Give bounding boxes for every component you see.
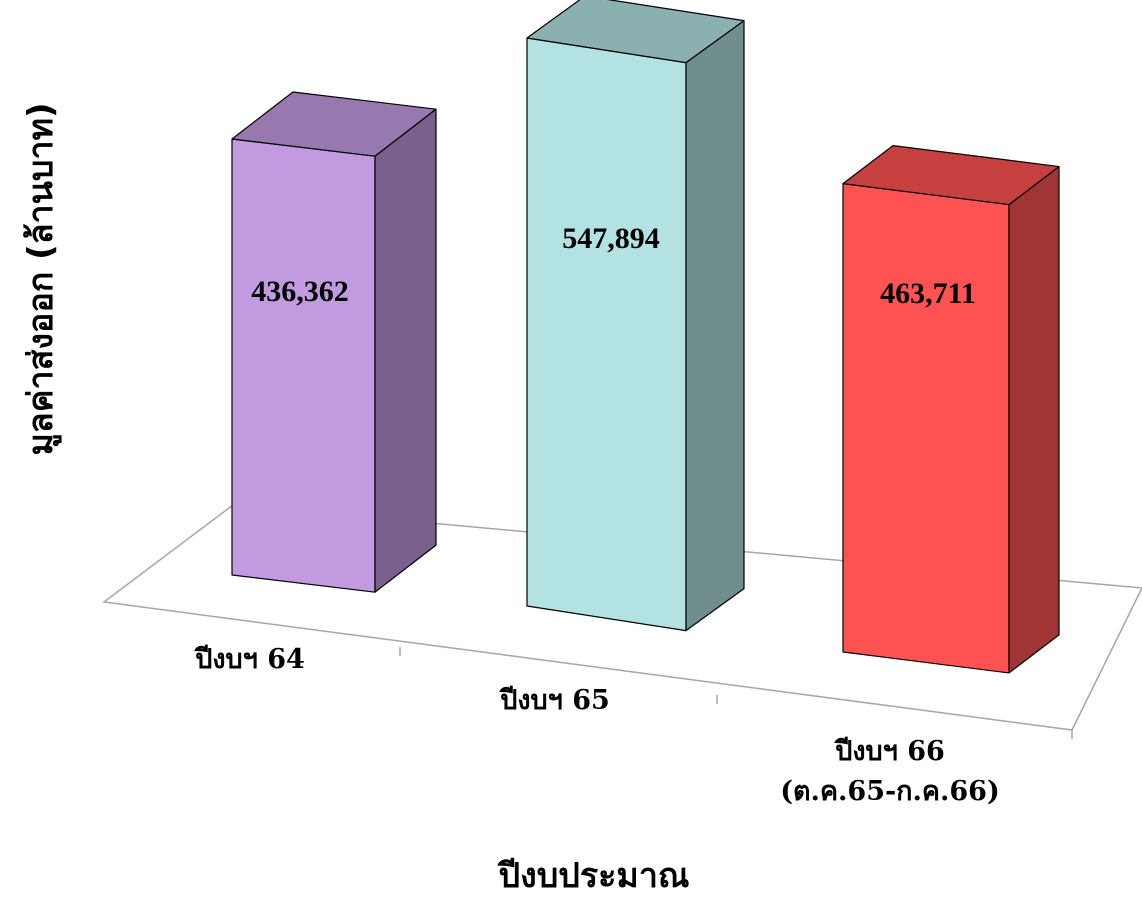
x-tick-label: (ต.ค.65-ก.ค.66) — [780, 776, 1000, 807]
y-axis-title: มูลค่าส่งออก (ล้านบาท) — [21, 102, 62, 455]
data-label: 436,362 — [251, 275, 349, 308]
data-label: 463,711 — [880, 277, 976, 310]
bar-side — [374, 108, 437, 593]
bar-top — [231, 91, 437, 157]
bar-1 — [231, 91, 437, 593]
bar-side — [685, 20, 745, 632]
bar-side — [1008, 165, 1060, 674]
labels-group: 436,362 ปีงบฯ 64 547,894 ปีงบฯ 65 463,711 ปีง… — [194, 222, 1000, 807]
bar-front — [842, 183, 1010, 674]
data-label: 547,894 — [562, 222, 660, 255]
bar-front — [231, 138, 376, 593]
bar-2 — [526, 0, 745, 632]
x-axis-title: ปีงบประมาณ — [497, 856, 690, 896]
x-tick-label: ปีงบฯ 64 — [194, 644, 305, 675]
bar-front — [526, 37, 687, 632]
x-tick-label: ปีงบฯ 66 — [834, 736, 945, 767]
bar-top — [842, 145, 1060, 206]
bars-group — [231, 0, 1060, 674]
x-tick-label: ปีงบฯ 65 — [499, 685, 610, 716]
bar-3 — [842, 145, 1060, 674]
bar-top — [526, 0, 745, 64]
